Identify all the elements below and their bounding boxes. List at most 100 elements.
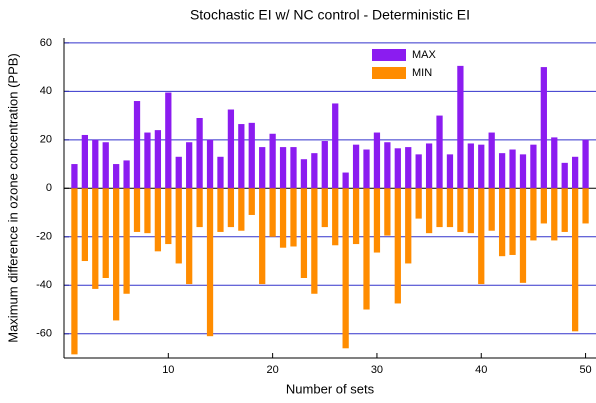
bar — [446, 154, 454, 189]
bar — [467, 143, 474, 189]
y-tick-label: 0 — [46, 182, 52, 194]
bar — [373, 188, 381, 253]
bar — [519, 154, 527, 189]
bar — [81, 134, 88, 189]
bar — [165, 92, 172, 189]
bar — [582, 139, 589, 189]
bar — [175, 188, 182, 264]
bar — [186, 188, 193, 285]
bar — [165, 188, 172, 245]
bar — [259, 147, 266, 189]
bar — [488, 188, 495, 231]
bar — [582, 188, 589, 224]
y-tick-label: 40 — [40, 85, 52, 97]
bar — [217, 188, 224, 232]
bar — [551, 188, 558, 241]
bar — [102, 142, 109, 189]
bar — [405, 147, 412, 189]
bar — [217, 156, 224, 189]
bar — [321, 188, 328, 228]
bar — [311, 188, 318, 294]
bar — [436, 188, 443, 228]
bar — [321, 141, 328, 189]
bar — [332, 188, 339, 246]
bar — [206, 188, 214, 337]
bar — [123, 188, 130, 294]
bar — [342, 172, 349, 189]
bar — [415, 154, 422, 189]
bar — [572, 188, 579, 332]
bar — [572, 156, 579, 189]
y-axis-label: Maximum difference in ozone concentratio… — [5, 53, 20, 343]
y-tick-label: -20 — [36, 231, 52, 243]
bar — [279, 147, 287, 189]
bar — [113, 188, 120, 321]
legend-swatch — [372, 67, 406, 79]
bar — [509, 149, 516, 189]
bar — [154, 130, 162, 189]
bar — [425, 143, 433, 189]
bar — [498, 188, 506, 257]
x-tick-label: 30 — [371, 364, 383, 376]
bar — [530, 188, 537, 241]
y-tick-label: -40 — [36, 279, 52, 291]
bar — [113, 164, 120, 189]
bar — [457, 188, 464, 232]
bar — [384, 142, 391, 189]
bar — [300, 159, 308, 189]
bar — [144, 188, 151, 234]
legend-swatch — [372, 49, 406, 61]
bar — [123, 160, 130, 189]
bar — [196, 188, 203, 228]
bar — [81, 188, 88, 262]
bar — [446, 188, 454, 228]
chart-title: Stochastic EI w/ NC control - Determinis… — [190, 7, 470, 23]
bar — [186, 142, 193, 189]
legend-label: MIN — [412, 67, 432, 79]
bar — [498, 153, 506, 189]
bar — [311, 153, 318, 189]
bar — [405, 188, 412, 264]
bar — [269, 133, 276, 189]
x-tick-label: 20 — [267, 364, 279, 376]
bar — [488, 132, 495, 189]
bar — [206, 139, 214, 189]
bar — [133, 101, 141, 189]
bar — [363, 188, 370, 310]
bar — [342, 188, 349, 349]
y-tick-label: -60 — [36, 328, 52, 340]
bar — [467, 188, 474, 234]
x-tick-label: 40 — [475, 364, 487, 376]
bar — [478, 144, 485, 189]
bar — [259, 188, 266, 285]
bar — [551, 137, 558, 189]
bar — [227, 188, 235, 228]
bar — [457, 65, 464, 189]
bar — [133, 188, 141, 232]
bar — [394, 148, 401, 189]
y-tick-label: 60 — [40, 37, 52, 49]
bar — [154, 188, 162, 252]
bar — [102, 188, 109, 278]
bar — [352, 188, 360, 245]
bar — [71, 188, 78, 355]
bar — [196, 118, 203, 189]
bar — [561, 188, 568, 232]
legend-label: MAX — [412, 49, 437, 61]
bar — [144, 132, 151, 189]
bar — [363, 149, 370, 189]
bar — [332, 103, 339, 189]
bar — [530, 144, 537, 189]
bar — [436, 115, 443, 189]
bar — [425, 188, 433, 234]
bar — [519, 188, 527, 283]
x-tick-label: 10 — [162, 364, 174, 376]
bar — [373, 132, 381, 189]
bar — [175, 156, 182, 189]
bar — [269, 188, 276, 237]
bar — [71, 164, 78, 189]
bar — [248, 188, 255, 215]
bar — [248, 122, 255, 189]
bar — [352, 144, 360, 189]
